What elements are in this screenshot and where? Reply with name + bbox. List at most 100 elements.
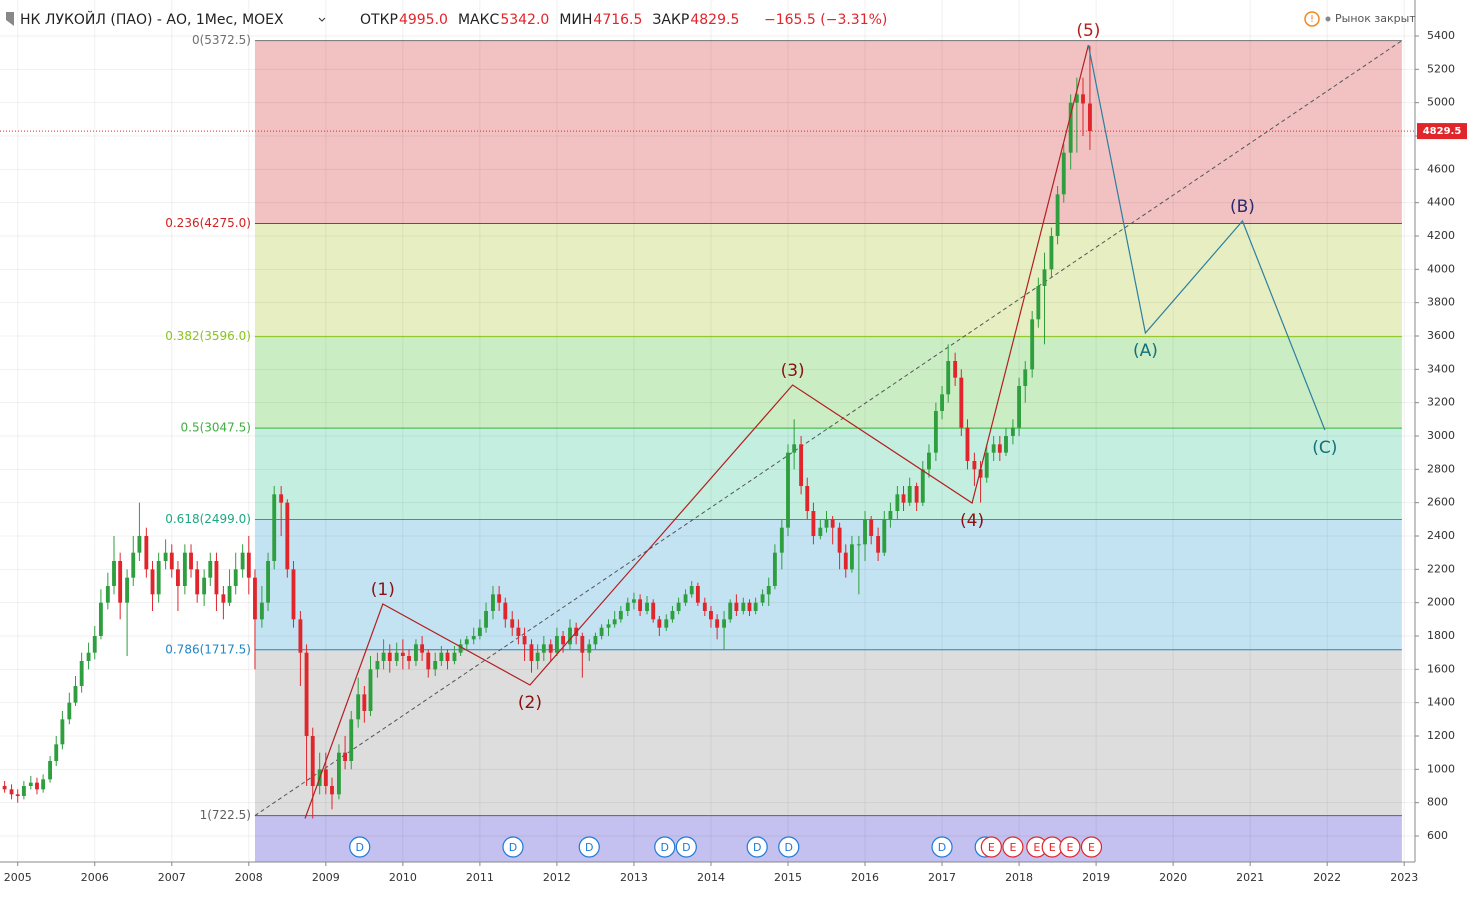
x-tick-label: 2009 (312, 871, 340, 884)
candle-body (272, 494, 277, 561)
candle-body (221, 594, 226, 603)
candle-body (291, 569, 296, 620)
axes: 600 800 1000 1200 1400 1600 1800 2000 2200 2400 26… (4, 29, 1467, 884)
candle-body (73, 686, 78, 703)
candle-body (811, 511, 816, 536)
dropdown-icon[interactable] (318, 17, 326, 22)
fib-zone (254, 815, 1402, 862)
candle-body (310, 736, 315, 786)
event-label: E (1088, 841, 1095, 854)
candle-body (298, 619, 303, 653)
candle-body (414, 644, 418, 661)
y-tick-label: 2600 (1427, 496, 1455, 509)
event-marker[interactable] (778, 836, 800, 858)
candle-body (997, 444, 1002, 453)
event-marker[interactable] (1002, 836, 1024, 858)
candle-body (561, 636, 565, 645)
candle-body (779, 527, 784, 553)
x-tick-label: 2005 (4, 871, 32, 884)
candle-body (60, 719, 65, 745)
candle-body (972, 461, 977, 470)
candle-body (695, 586, 700, 603)
candle-body (850, 544, 854, 570)
ohlc-values: ОТКР 4995.0 МАКС 5342.0 МИН 4716.5 ЗАКР 4829.5 (360, 12, 739, 28)
candle-body (1081, 94, 1085, 104)
time-axis (0, 862, 1470, 894)
x-tick-label: 2020 (1159, 871, 1187, 884)
fib-zone (254, 336, 1402, 429)
event-marker[interactable] (578, 836, 600, 858)
fib-level-label: 0.786(1717.5) (165, 642, 251, 656)
candle-body (1088, 103, 1092, 132)
x-tick-label: 2017 (928, 871, 956, 884)
x-tick-label: 2012 (543, 871, 571, 884)
candle-body (670, 611, 675, 620)
candle-body (125, 577, 130, 603)
event-label: D (682, 841, 690, 854)
event-label: E (1066, 841, 1073, 854)
candle-body (362, 694, 367, 711)
candle-body (189, 552, 193, 570)
candle-body (965, 427, 970, 461)
candle-body (445, 652, 450, 661)
candle-body (105, 586, 110, 603)
y-tick-label: 3800 (1427, 296, 1455, 309)
candle-body (959, 377, 964, 428)
candle-body (227, 586, 232, 603)
ohlc-label: МИН (559, 12, 592, 28)
change: −165.5 (−3.31%) (764, 12, 887, 28)
warning-icon[interactable] (1304, 11, 1320, 27)
event-marker[interactable] (1059, 836, 1081, 858)
candle-body (753, 602, 758, 611)
candle-body (895, 494, 900, 511)
fib-level-label: 0(5372.5) (192, 33, 251, 47)
event-marker[interactable] (746, 836, 768, 858)
fib-zone (254, 40, 1402, 224)
event-marker[interactable] (931, 836, 953, 858)
candle-body (112, 561, 116, 586)
fib-zone (254, 428, 1402, 520)
x-tick-label: 2019 (1082, 871, 1110, 884)
candle-body (535, 652, 540, 661)
event-label: E (1033, 841, 1040, 854)
candle-body (477, 627, 482, 636)
candle-body (21, 786, 26, 796)
candle-body (279, 494, 284, 503)
event-marker[interactable] (502, 836, 524, 858)
candle-body (920, 469, 925, 503)
candle-body (491, 594, 495, 611)
candle-body (1023, 369, 1028, 386)
candle-body (876, 536, 881, 553)
ohlc-value: 4995.0 (399, 12, 448, 28)
candle-body (946, 361, 951, 395)
y-tick-label: 5200 (1427, 62, 1455, 75)
y-tick-label: 4200 (1427, 229, 1455, 242)
y-tick-label: 4000 (1427, 262, 1455, 275)
candle-body (612, 619, 617, 625)
candle-body (664, 619, 669, 628)
x-tick-label: 2018 (1005, 871, 1033, 884)
event-marker[interactable] (349, 836, 371, 858)
ohlc-label: ОТКР (360, 12, 398, 28)
event-marker[interactable] (1080, 836, 1103, 858)
event-marker[interactable] (980, 836, 1002, 858)
status-dot (1325, 16, 1331, 22)
candle-body (1042, 269, 1047, 286)
y-tick-label: 5000 (1427, 96, 1455, 109)
candle-body (202, 577, 207, 595)
candle-body (676, 602, 681, 611)
y-tick-label: 1600 (1427, 662, 1455, 675)
candle-body (67, 702, 72, 720)
symbol-title[interactable]: НК ЛУКОЙЛ (ПАО) - АО, 1Мес, MOEX (20, 10, 284, 28)
y-tick-label: 1800 (1427, 629, 1455, 642)
event-marker[interactable] (675, 836, 697, 858)
candle-body (1004, 436, 1008, 453)
candle-body (433, 661, 438, 670)
candle-body (54, 744, 59, 761)
candle-body (2, 786, 7, 790)
candle-body (86, 652, 91, 661)
candle-body (259, 602, 264, 620)
event-marker[interactable] (654, 836, 676, 858)
event-label: D (785, 841, 793, 854)
candle-body (28, 782, 33, 786)
